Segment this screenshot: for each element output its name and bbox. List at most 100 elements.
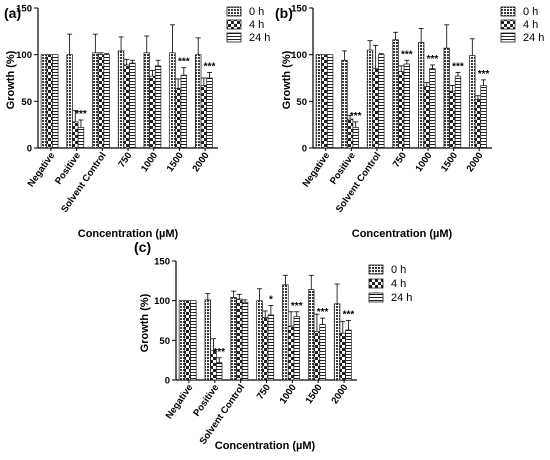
panel-c-bar-0h-750 [256,300,263,381]
panel-a-legend: 0 h 4 h 24 h [226,6,270,44]
panel-c-legend-swatch-4h [368,278,384,289]
panel-b-legend-label-24h: 24 h [523,32,544,44]
panel-a-significance-positive: *** [75,109,87,120]
panel-a-bar-24h-positive [77,127,85,149]
panel-a-bar-0h-2000 [195,54,202,149]
panel-c-bar-4h-solvent-control [236,298,243,381]
panel-a-bar-4h-negative [46,54,53,149]
panel-c-y-tick-label: 50 [159,336,170,347]
panel-a-y-axis-label: Growth (%) [5,50,17,109]
panel-b-x-tick-label-750: 750 [391,150,409,169]
panel-c-x-tick-label-750: 750 [255,382,273,401]
panel-b-bar-0h-solvent-control [366,49,374,149]
panel-a-y-tick-label: 100 [16,50,32,61]
panel-b-y-tick-label: 0 [302,144,307,155]
panel-b-x-tick-label-negative: Negative [301,150,333,189]
panel-a-y-tick-label: 150 [16,4,32,15]
panel-a-bar-0h-1500 [169,52,176,149]
panel-b-legend: 0 h 4 h 24 h [500,6,544,44]
panel-a-bar-24h-1000 [154,65,162,149]
panel-c-bar-0h-1500 [308,289,315,381]
panel-c-bar-24h-solvent-control [241,301,249,381]
panel-b-bar-24h-1000 [429,68,436,149]
panel-c-y-tick-label: 150 [154,257,170,268]
panel-c-legend-swatch-0h [368,264,384,275]
panel-a-x-tick-label-negative: Negative [26,150,58,189]
panel-c-bar-0h-solvent-control [230,297,237,381]
panel-a-bar-0h-positive [66,54,73,149]
panel-c-bar-24h-2000 [345,329,352,381]
panel-b-bar-4h-negative [321,54,328,149]
panel-c-bar-4h-negative [184,300,191,381]
panel-a-bar-24h-negative [52,54,59,149]
panel-b-y-tick-label: 150 [291,4,307,15]
panel-c-bar-24h-1000 [293,316,300,381]
panel-c-legend-swatch-24h [368,292,384,303]
panel-c-x-tick-label-1500: 1500 [304,382,325,406]
panel-b-bar-4h-2000 [474,99,482,149]
panel-b-legend-swatch-0h [500,6,516,17]
panel-c-bar-0h-1000 [282,284,289,381]
panel-b-bar-4h-750 [398,71,405,149]
panel-b-legend-swatch-24h [500,32,516,43]
panel-c-bar-24h-positive [215,362,223,381]
panel-c-y-tick-label: 100 [154,296,170,307]
panel-b-legend-label-4h: 4 h [523,19,538,31]
panel-a-bar-4h-1500 [174,87,182,149]
panel-c-bar-0h-2000 [333,303,341,381]
panel-a-legend-swatch-24h [226,32,242,43]
panel-a-x-axis-label: Concentration (µM) [78,228,179,240]
panel-c-y-axis-label: Growth (%) [139,293,151,352]
panel-a-bar-4h-2000 [200,85,208,149]
panel-a: (a) Growth (%) Concentration (µM) 0 50 100… [4,4,270,241]
panel-a-legend-label-4h: 4 h [249,19,264,31]
panel-b-bar-4h-positive [346,118,354,149]
panel-a-bar-24h-750 [129,62,136,149]
panel-b-x-axis-label: Concentration (µM) [352,228,453,240]
panel-a-label: (a) [4,5,21,21]
panel-c-x-tick-label-2000: 2000 [329,382,350,406]
panel-a-significance-2000: *** [204,61,216,72]
panel-a-y-tick-label: 50 [21,97,32,108]
panel-c-bar-4h-2000 [339,332,346,381]
panel-c-bar-4h-1500 [313,331,321,381]
panel-b-significance-positive: *** [350,111,362,122]
panel-c-y-tick-label: 0 [165,376,170,387]
panel-c-significance-positive: *** [213,347,225,358]
panel-b-bar-0h-positive [341,59,348,149]
panel-a-bar-0h-solvent-control [92,52,99,149]
panel-b-x-tick-label-1500: 1500 [439,150,460,174]
panel-c-legend-label-4h: 4 h [391,278,406,290]
panel-b-legend-swatch-4h [500,19,516,30]
panel-a-bar-0h-750 [117,50,125,149]
panel-a-bar-4h-750 [123,64,130,149]
panel-b-legend-label-0h: 0 h [523,6,538,18]
panel-b-x-tick-label-1000: 1000 [413,150,434,174]
panel-b-bar-24h-solvent-control [378,54,385,149]
panel-a-bar-0h-negative [40,54,48,149]
panel-b-label: (b) [275,5,293,21]
panel-c-x-axis-label: Concentration (µM) [215,440,316,452]
panel-a-significance-1500: *** [178,57,190,68]
panel-b-bar-24h-750 [403,63,411,149]
panel-a-legend-label-24h: 24 h [249,32,270,44]
panel-b-x-tick-label-2000: 2000 [465,150,486,174]
panel-c-significance-2000: *** [343,310,355,321]
panel-b-bar-24h-2000 [480,85,487,149]
panel-a-bar-4h-solvent-control [97,54,105,149]
panel-b-significance-2000: *** [478,69,490,80]
panel-a-legend-swatch-4h [226,19,242,30]
panel-c: (c) Growth (%) Concentration (µM) 0 50 100… [134,239,412,452]
panel-b-bar-0h-1500 [443,47,450,149]
panel-a-y-tick-label: 0 [27,144,32,155]
panel-a-bar-24h-2000 [206,77,213,149]
panel-a-bar-24h-solvent-control [103,54,110,149]
panel-c-bar-0h-positive [204,299,211,381]
panel-c-x-tick-label-negative: Negative [164,382,196,421]
panel-b-bar-0h-2000 [469,55,476,149]
panel-b-significance-750: *** [401,49,413,60]
